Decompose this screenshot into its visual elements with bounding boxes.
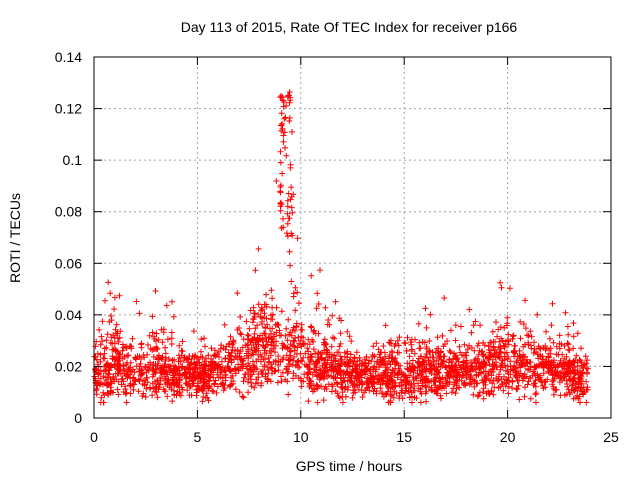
y-tick-labels: 0 0.02 0.04 0.06 0.08 0.1 0.12 0.14 xyxy=(55,49,82,426)
x-tick-label: 0 xyxy=(90,429,98,445)
y-tick-label: 0.06 xyxy=(55,255,82,271)
roti-point-markers xyxy=(91,89,591,406)
plot-frame xyxy=(93,56,612,419)
x-tick-label: 25 xyxy=(603,429,619,445)
x-tick-label: 20 xyxy=(500,429,516,445)
y-tick-label: 0.12 xyxy=(55,101,82,117)
x-tick-label: 5 xyxy=(194,429,202,445)
x-axis-label: GPS time / hours xyxy=(296,458,403,474)
chart-title: Day 113 of 2015, Rate Of TEC Index for r… xyxy=(181,19,518,35)
x-tick-label: 15 xyxy=(396,429,412,445)
y-tick-label: 0 xyxy=(74,410,82,426)
axis-ticks xyxy=(93,56,612,419)
y-tick-label: 0.08 xyxy=(55,204,82,220)
y-tick-label: 0.04 xyxy=(55,307,82,323)
y-tick-label: 0.02 xyxy=(55,358,82,374)
y-tick-label: 0.14 xyxy=(55,49,82,65)
x-tick-labels: 0 5 10 15 20 25 xyxy=(90,429,619,445)
x-tick-label: 10 xyxy=(293,429,309,445)
y-tick-label: 0.1 xyxy=(63,152,83,168)
data-points xyxy=(91,89,591,406)
y-axis-label: ROTI / TECUs xyxy=(7,193,23,283)
